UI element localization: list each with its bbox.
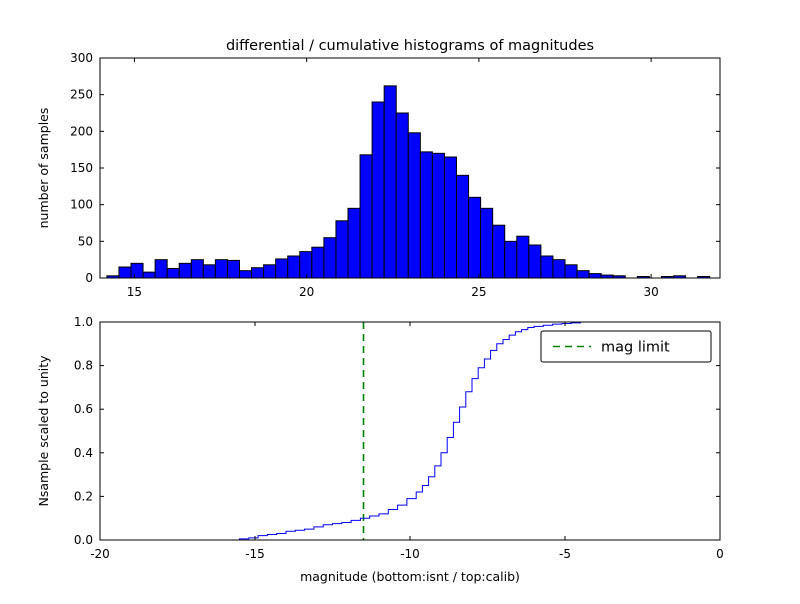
histogram-bar xyxy=(359,154,373,279)
y-tick-label: 300 xyxy=(70,51,93,65)
top-ylabel: number of samples xyxy=(36,108,51,229)
bottom-tick-labels: -20 -15 -10 -5 0 0.0 0.2 0.4 0.6 0.8 1.0 xyxy=(74,315,724,561)
histogram-bar xyxy=(431,152,445,279)
histogram-bar xyxy=(552,259,566,279)
histogram-bar xyxy=(504,240,518,279)
y-tick-label: 250 xyxy=(70,88,93,102)
histogram-bar xyxy=(142,271,156,279)
x-tick-label: 30 xyxy=(643,285,658,299)
histogram-bar xyxy=(178,262,192,279)
histogram-bar xyxy=(263,264,277,279)
y-tick-label: 0.0 xyxy=(74,533,93,547)
bottom-ylabel: Nsample scaled to unity xyxy=(36,355,51,507)
y-tick-label: 0.6 xyxy=(74,402,93,416)
x-tick-label: 20 xyxy=(299,285,314,299)
histogram-bar xyxy=(239,270,253,279)
histogram-bar xyxy=(130,262,144,279)
histogram-bar xyxy=(492,224,506,279)
cumulative-line xyxy=(100,321,720,541)
cumulative-plot-content xyxy=(100,321,720,541)
x-tick-label: -15 xyxy=(245,547,265,561)
histogram-bar xyxy=(323,237,337,279)
histogram-bar xyxy=(419,151,433,279)
histogram-bar xyxy=(275,258,289,279)
histogram-bar xyxy=(287,255,301,279)
histogram-bar xyxy=(154,259,168,279)
histogram-bar xyxy=(202,264,216,279)
y-tick-label: 0 xyxy=(85,271,93,285)
bottom-plot: -20 -15 -10 -5 0 0.0 0.2 0.4 0.6 0.8 1.0 mag limit… xyxy=(36,315,724,584)
histogram-bar xyxy=(371,101,385,279)
histogram-bar xyxy=(576,270,590,279)
x-tick-label: 25 xyxy=(471,285,486,299)
histogram-bar xyxy=(335,220,349,279)
legend-label: mag limit xyxy=(601,340,670,356)
x-tick-label: -10 xyxy=(400,547,420,561)
top-ticks xyxy=(100,57,720,279)
histogram-bar xyxy=(528,244,542,279)
histogram-bar xyxy=(456,174,470,279)
histogram-bar xyxy=(516,235,530,279)
histogram-bar xyxy=(395,112,409,279)
legend-frame xyxy=(540,330,712,363)
histogram-bar xyxy=(480,207,494,279)
histogram-bar xyxy=(540,255,554,279)
histogram-bar xyxy=(226,259,241,279)
histogram-bar xyxy=(564,264,578,279)
histogram-bar xyxy=(299,251,313,279)
x-tick-label: 15 xyxy=(127,285,142,299)
histogram-bar xyxy=(311,246,325,279)
histogram-bar xyxy=(214,259,228,279)
y-tick-label: 0.8 xyxy=(74,359,93,373)
y-tick-label: 0.2 xyxy=(74,489,93,503)
x-tick-label: -5 xyxy=(559,547,571,561)
legend: mag limit xyxy=(540,330,712,363)
histogram-bar xyxy=(347,207,361,279)
x-tick-label: -20 xyxy=(90,547,110,561)
histogram-bar xyxy=(407,132,421,279)
histogram-bar xyxy=(190,259,204,279)
histogram-bar xyxy=(166,267,180,279)
histogram-bar xyxy=(443,156,458,279)
histogram-bar xyxy=(383,85,397,279)
histogram-bar xyxy=(588,273,602,279)
y-tick-label: 200 xyxy=(70,124,93,138)
y-tick-label: 1.0 xyxy=(74,315,93,329)
y-tick-label: 100 xyxy=(70,198,93,212)
chart-title: differential / cumulative histograms of … xyxy=(226,38,594,54)
y-tick-label: 0.4 xyxy=(74,446,93,460)
x-tick-label: 0 xyxy=(716,547,724,561)
histogram-bars xyxy=(106,85,711,279)
histogram-bar xyxy=(118,266,132,279)
x-axis-label: magnitude (bottom:isnt / top:calib) xyxy=(300,569,520,584)
histogram-bar xyxy=(468,196,482,279)
y-tick-label: 50 xyxy=(78,234,93,248)
y-tick-label: 150 xyxy=(70,161,93,175)
histogram-bar xyxy=(251,267,265,279)
bottom-ticks xyxy=(99,321,721,541)
